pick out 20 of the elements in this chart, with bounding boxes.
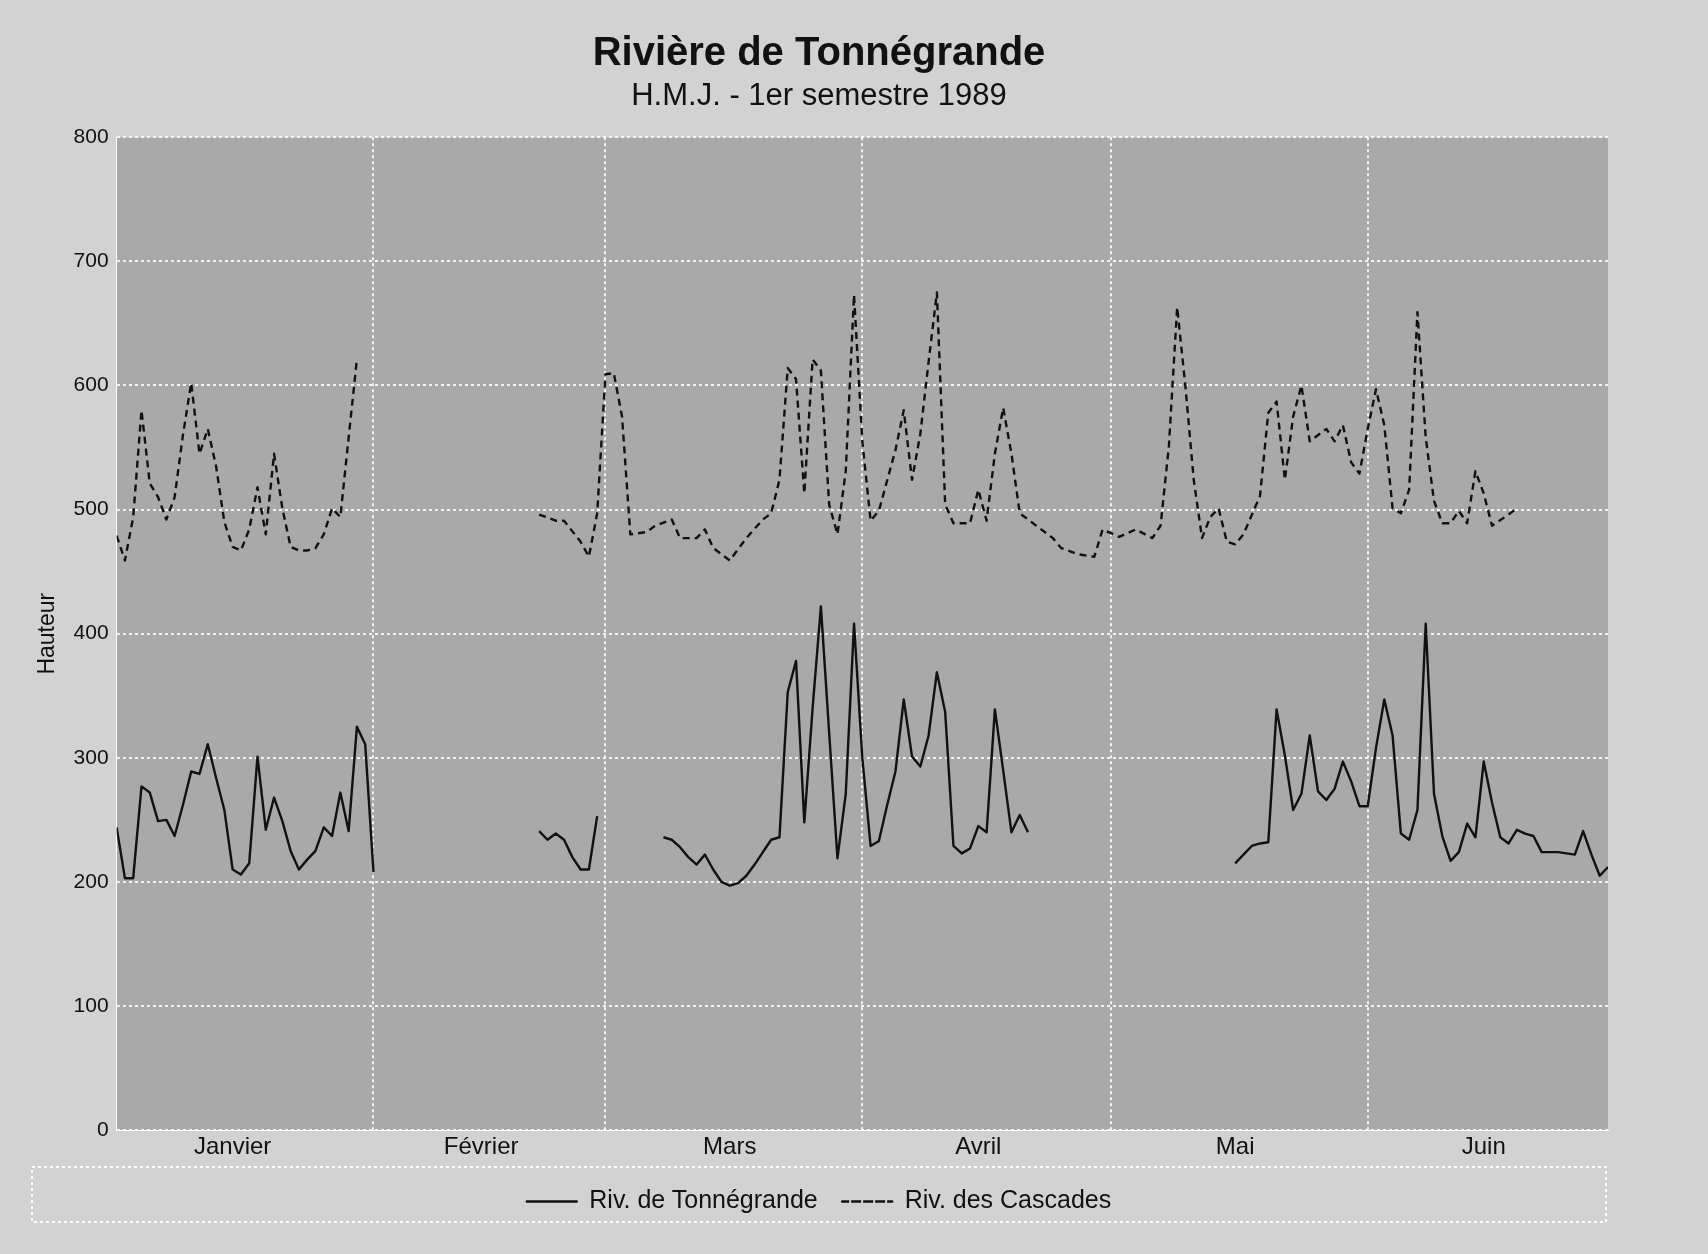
y-tick-label: 400 (73, 620, 109, 644)
x-tick-label: Mars (703, 1132, 757, 1160)
y-tick-label: 100 (73, 992, 109, 1016)
x-tick-label: Juin (1461, 1132, 1506, 1160)
y-tick-label: 200 (73, 868, 109, 892)
chart-title: Rivière de Tonnégrande (592, 29, 1046, 74)
y-tick-label: 500 (73, 496, 109, 520)
legend-label: Riv. des Cascades (904, 1185, 1112, 1214)
x-tick-label: Février (443, 1132, 519, 1160)
x-tick-label: Mai (1215, 1132, 1255, 1160)
y-tick-label: 800 (73, 124, 109, 147)
y-tick-label: 300 (73, 744, 109, 768)
y-tick-label: 600 (73, 372, 109, 396)
y-tick-label: 0 (96, 1117, 109, 1140)
y-tick-label: 700 (73, 248, 109, 272)
y-axis-title: Hauteur (33, 592, 60, 675)
legend-label: Riv. de Tonnégrande (589, 1185, 818, 1214)
chart-subtitle: H.M.J. - 1er semestre 1989 (631, 77, 1007, 113)
x-tick-label: Janvier (193, 1132, 272, 1160)
x-tick-label: Avril (955, 1132, 1002, 1160)
